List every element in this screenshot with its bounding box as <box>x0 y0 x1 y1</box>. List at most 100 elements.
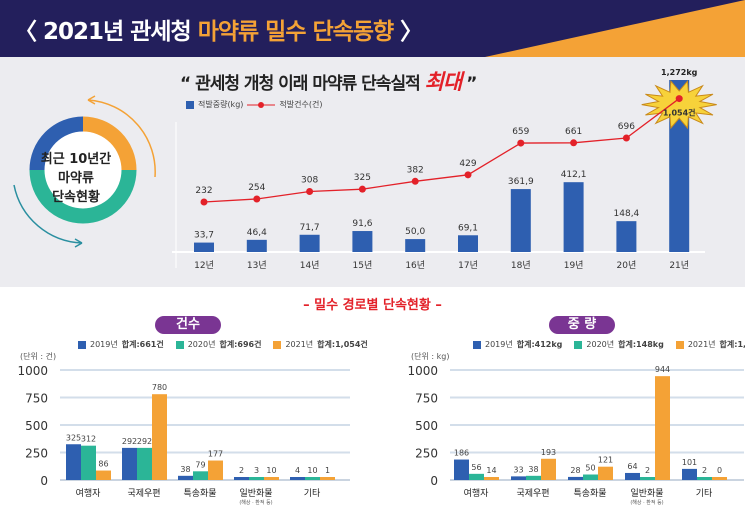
x-tick-note: (해상 · 환적 등) <box>630 499 663 506</box>
chart-title-count: 건수 <box>155 316 221 334</box>
line-point <box>358 185 366 193</box>
line-value-label: 696 <box>618 122 635 132</box>
ring-graphic <box>13 95 156 248</box>
x-tick-label: 18년 <box>511 260 531 271</box>
bar <box>640 477 655 480</box>
y-tick-label: 250 <box>415 447 438 461</box>
bar-value-label: 944 <box>655 365 670 374</box>
line-point <box>622 134 630 142</box>
line-point <box>464 171 472 179</box>
arrow-teal-icon <box>13 184 83 244</box>
bar-value-label: 292 <box>137 437 152 446</box>
bar-value-label: 4 <box>295 466 300 475</box>
bar-weight <box>352 231 373 252</box>
x-tick-label: 일반화물 <box>630 488 663 499</box>
legend-swatch <box>273 340 282 349</box>
y-tick-label: 0 <box>430 474 438 488</box>
legend-swatch <box>78 340 86 349</box>
ring-line: 마약류 <box>58 171 94 186</box>
top-legend: 적발중량(kg) 적발건수(건) <box>186 99 322 110</box>
legend-series-name: 2021년 <box>687 340 716 349</box>
bar-value-label: 361,9 <box>508 177 534 187</box>
bar-value-label: 2 <box>239 466 244 475</box>
line-value-label: 308 <box>301 176 318 186</box>
line-point <box>517 139 525 147</box>
line-point <box>570 139 578 147</box>
bar <box>234 477 249 480</box>
starburst-icon <box>641 79 717 130</box>
bar <box>193 471 208 480</box>
x-tick-label: 여행자 <box>76 487 102 499</box>
line-point <box>675 95 683 103</box>
quote-highlight: 최대 <box>424 70 463 94</box>
y-tick-label: 500 <box>25 419 48 433</box>
legend-series-total: 합계:696건 <box>219 340 262 349</box>
x-tick-note: (해상 · 환적 등) <box>239 499 272 506</box>
bar-value-label: 46,4 <box>247 228 267 238</box>
bar-value-label: 325 <box>66 433 81 442</box>
bar <box>264 477 279 480</box>
bar <box>655 376 670 480</box>
bar-value-label: 10 <box>266 466 276 475</box>
line-value-label: 661 <box>565 127 582 137</box>
x-tick-label: 13년 <box>247 260 267 271</box>
x-tick-label: 14년 <box>300 260 320 271</box>
x-tick-label: 일반화물 <box>239 488 272 499</box>
bar-value-label: 780 <box>152 383 167 392</box>
legend-swatch <box>175 340 184 349</box>
unit-label-count: (단위 : 건) <box>20 352 57 361</box>
bar-weight <box>405 239 426 252</box>
x-tick-label: 국제우편 <box>127 487 160 499</box>
legend-bar-label: 적발중량(kg) <box>198 100 244 109</box>
x-tick-label: 국제우편 <box>516 487 549 499</box>
bar-value-label: 177 <box>208 450 223 459</box>
bar <box>454 459 469 480</box>
line-point <box>411 177 419 185</box>
bar-value-label: 1 <box>325 466 330 475</box>
bar <box>249 477 264 480</box>
bar <box>526 475 541 480</box>
bar <box>96 470 111 480</box>
x-tick-label: 19년 <box>564 260 584 271</box>
page-title: 〈 2021년 관세청 마약류 밀수 단속동향 〉 <box>14 12 423 46</box>
ring-segment-green <box>29 169 137 224</box>
x-tick-label: 15년 <box>353 260 373 271</box>
bar-weight <box>458 235 478 252</box>
x-tick-label: 여행자 <box>464 487 490 499</box>
y-tick-label: 1000 <box>407 364 438 378</box>
bar-value-label: 312 <box>81 435 96 444</box>
bar <box>305 477 320 480</box>
bar-value-label: 79 <box>195 460 205 469</box>
ring-segment-blue <box>29 116 84 171</box>
bar <box>625 472 640 480</box>
bar <box>697 477 712 480</box>
title-highlight: 마약류 밀수 단속동향 <box>197 19 394 45</box>
bar-value-label: 56 <box>471 463 481 472</box>
bar-value-label: 2 <box>702 466 707 475</box>
bar-value-label: 50,0 <box>405 227 425 237</box>
header-banner <box>0 0 745 57</box>
legend-series-total: 합계:1,272kg <box>719 340 745 349</box>
line-value-label: 1,054건 <box>663 108 696 118</box>
bar-value-label: 412,1 <box>561 170 587 180</box>
ring-label: 최근 10년간 마약류 단속현황 <box>32 150 120 207</box>
bar <box>81 445 96 480</box>
y-tick-label: 1000 <box>17 364 48 378</box>
chart-title-weight: 중 량 <box>549 316 615 334</box>
legend-swatch <box>574 340 583 349</box>
legend-swatch-bar <box>186 100 194 109</box>
legend-series-name: 2020년 <box>586 340 615 349</box>
legend-swatch <box>675 340 684 349</box>
bar-value-label: 71,7 <box>300 223 320 233</box>
bar-value-label: 14 <box>486 466 496 475</box>
bar-value-label: 186 <box>454 449 469 458</box>
bar <box>484 477 499 480</box>
legend-series-name: 2021년 <box>285 340 314 349</box>
headline-quote: “ 관세청 개청 이래 마약류 단속실적 최대 ” <box>180 66 477 96</box>
bar <box>137 447 152 480</box>
legend-series-total: 합계:412kg <box>516 340 563 349</box>
bar <box>568 476 583 480</box>
bar-value-label: 148,4 <box>614 209 640 219</box>
quote-close: ” <box>461 74 477 94</box>
